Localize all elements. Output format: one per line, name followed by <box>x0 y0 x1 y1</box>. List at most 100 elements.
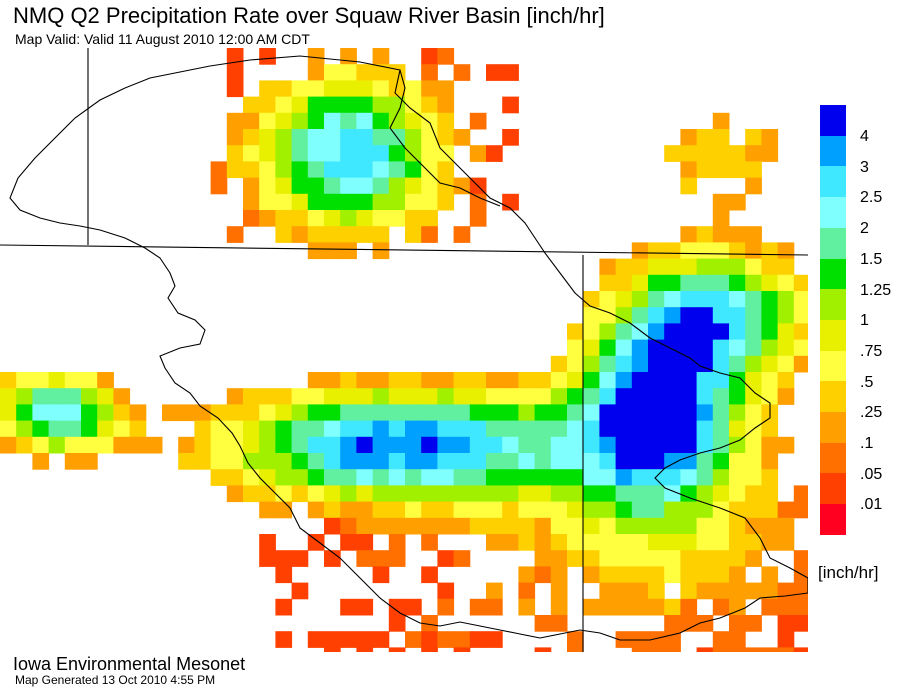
precip-cell <box>615 355 633 373</box>
precip-cell <box>372 177 390 195</box>
precip-cell <box>16 404 33 422</box>
precip-cell <box>777 339 795 357</box>
precip-cell <box>307 485 325 503</box>
precip-cell <box>388 161 406 179</box>
precip-cell <box>712 339 730 357</box>
precip-cell <box>340 129 357 146</box>
precip-cell <box>340 469 357 486</box>
precip-cell <box>405 129 422 146</box>
precip-cell <box>534 485 552 503</box>
precip-cell <box>550 501 568 519</box>
precip-cell <box>97 404 114 422</box>
precip-cell <box>648 453 665 470</box>
precip-cell <box>307 388 325 405</box>
precip-cell <box>145 436 163 454</box>
precip-cell <box>631 647 649 652</box>
precip-cell <box>680 485 698 503</box>
precip-cell <box>421 177 438 195</box>
precip-cell <box>599 582 617 600</box>
precip-cell <box>275 112 293 130</box>
precip-cell <box>421 161 438 179</box>
precip-cell <box>615 388 633 405</box>
precip-cell <box>680 550 698 567</box>
precip-cell <box>502 485 519 503</box>
precip-cell <box>340 226 357 243</box>
precip-cell <box>680 177 698 195</box>
precip-cell <box>421 64 438 81</box>
precip-cell <box>372 161 390 179</box>
precip-cell <box>356 177 374 195</box>
precip-cell <box>518 501 536 519</box>
precip-cell <box>226 80 244 98</box>
precip-cell <box>745 355 762 373</box>
precip-cell <box>421 388 438 405</box>
precip-cell <box>680 307 698 324</box>
precip-cell <box>696 274 714 292</box>
precip-cell <box>307 453 325 470</box>
precip-cell <box>340 48 357 65</box>
precip-cell <box>729 420 746 438</box>
precip-cell <box>453 404 471 422</box>
precip-cell <box>405 631 422 648</box>
precip-cell <box>421 372 438 389</box>
precip-cell <box>259 436 276 454</box>
precip-cell <box>81 388 98 405</box>
precip-cell <box>502 404 519 422</box>
precip-cell <box>745 534 762 551</box>
precip-cell <box>64 453 82 470</box>
precipitation-grid <box>0 48 808 652</box>
precip-cell <box>372 501 390 519</box>
precip-cell <box>761 145 779 162</box>
precip-cell <box>712 598 730 616</box>
precip-cell <box>113 388 131 405</box>
precip-cell <box>178 404 195 422</box>
legend-label: 1.25 <box>860 281 892 299</box>
precip-cell <box>696 145 714 162</box>
precip-cell <box>712 145 730 162</box>
precip-cell <box>437 48 455 65</box>
precip-cell <box>372 210 390 227</box>
precip-cell <box>696 436 714 454</box>
precip-cell <box>405 453 422 470</box>
precip-cell <box>356 647 374 652</box>
precip-cell <box>307 64 325 81</box>
precip-cell <box>291 453 309 470</box>
precip-cell <box>388 550 406 567</box>
precip-cell <box>534 372 552 389</box>
precip-cell <box>615 566 633 584</box>
precip-cell <box>761 129 779 146</box>
precip-cell <box>421 96 438 114</box>
precip-cell <box>696 323 714 341</box>
precip-cell <box>356 161 374 179</box>
precip-cell <box>583 388 600 405</box>
precip-cell <box>729 242 746 260</box>
precip-cell <box>275 631 293 648</box>
precip-cell <box>615 372 633 389</box>
precip-cell <box>405 485 422 503</box>
precip-cell <box>518 566 536 584</box>
precip-cell <box>16 436 33 454</box>
precip-cell <box>307 210 325 227</box>
precip-cell <box>631 453 649 470</box>
precip-cell <box>793 274 808 292</box>
precip-cell <box>340 80 357 98</box>
precip-cell <box>502 436 519 454</box>
precip-cell <box>453 550 471 567</box>
precip-cell <box>761 534 779 551</box>
precip-cell <box>777 647 795 652</box>
precip-cell <box>550 388 568 405</box>
precip-cell <box>405 598 422 616</box>
precip-cell <box>631 598 649 616</box>
precip-cell <box>307 404 325 422</box>
precip-cell <box>696 226 714 243</box>
precip-cell <box>793 647 808 652</box>
precip-cell <box>567 404 584 422</box>
precip-cell <box>129 436 147 454</box>
precip-cell <box>777 436 795 454</box>
precip-cell <box>583 307 600 324</box>
precip-cell <box>745 129 762 146</box>
precip-cell <box>453 226 471 243</box>
precip-cell <box>664 501 681 519</box>
precip-cell <box>437 372 455 389</box>
precip-cell <box>453 517 471 535</box>
